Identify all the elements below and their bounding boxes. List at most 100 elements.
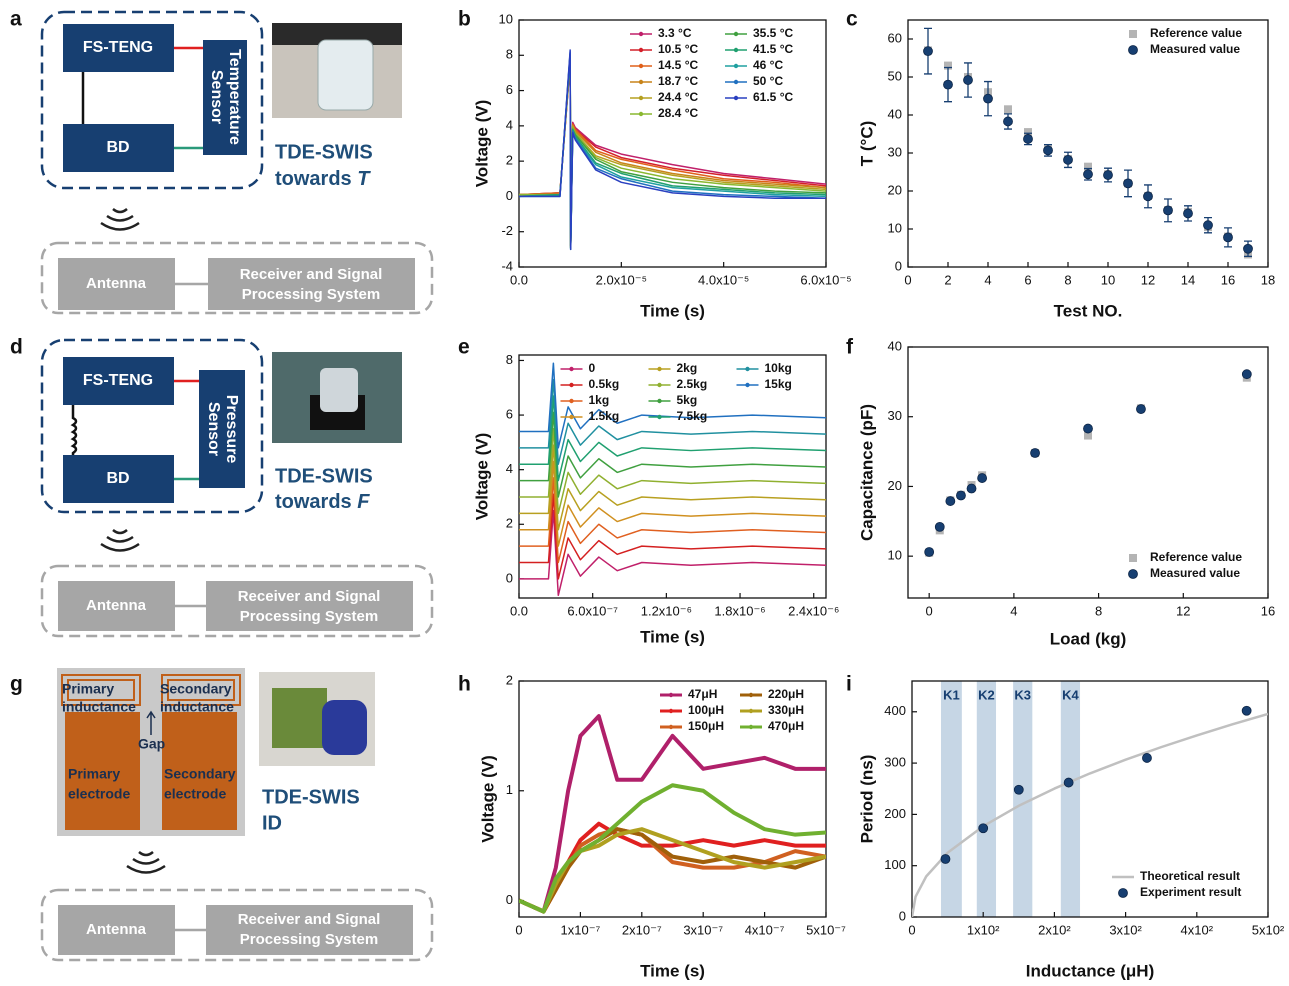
electrode: [65, 712, 140, 830]
band-label: K1: [943, 687, 960, 702]
block: [63, 24, 174, 72]
block-label: FS-TENG: [83, 39, 153, 56]
label: electrode: [68, 786, 130, 802]
legend-label: 24.4 °C: [658, 90, 698, 104]
block-label: FS-TENG: [83, 372, 153, 389]
arrow: [146, 710, 156, 735]
band: [976, 681, 997, 917]
y-tick-label: 50: [888, 68, 902, 83]
marker: [1203, 220, 1213, 231]
block-label: Antenna: [86, 275, 147, 292]
label: Primary: [68, 766, 120, 782]
marker: [978, 823, 989, 834]
y-tick-label: 4: [506, 461, 513, 476]
line: [519, 827, 826, 914]
legend-label: 2.5kg: [677, 377, 708, 391]
x-tick-label: 3x10⁻⁷: [683, 922, 723, 937]
marker: [1129, 554, 1137, 562]
diagram-d: FS-TENG BD Pressure Sensor TDE-SWIS towa…: [40, 338, 434, 638]
x-tick-label: 4: [1010, 603, 1017, 618]
block-label: BD: [106, 139, 129, 156]
x-axis-label: Load (kg): [1050, 629, 1127, 648]
legend-swatch: [668, 724, 674, 730]
plot-area: [519, 49, 826, 251]
block: [58, 905, 175, 955]
label: Secondary: [164, 766, 236, 782]
sensor-block: [199, 370, 245, 488]
legend-label: 14.5 °C: [658, 58, 698, 72]
x-tick-label: 12: [1141, 272, 1155, 287]
plot-frame: [907, 19, 1269, 268]
legend-swatch: [657, 398, 662, 404]
line: [519, 460, 826, 547]
legend-swatch: [733, 95, 739, 101]
marker: [1118, 888, 1128, 898]
label: inductance: [160, 699, 234, 715]
x-tick-label: 4: [984, 272, 991, 287]
marker: [1103, 170, 1113, 180]
line: [519, 49, 826, 251]
marker: [1129, 30, 1137, 38]
block: [63, 357, 174, 405]
caption: TDE-SWIS: [275, 141, 373, 163]
band: [1060, 681, 1081, 917]
marker: [1063, 777, 1074, 788]
x-tick-label: 1x10⁻⁷: [561, 922, 601, 937]
line: [519, 783, 826, 914]
plot-area: [519, 714, 826, 914]
block: [63, 455, 174, 503]
line: [519, 395, 826, 482]
marker: [1183, 208, 1193, 219]
sensor-block: [203, 40, 247, 155]
marker: [1223, 232, 1233, 243]
caption: towards T: [275, 168, 371, 190]
x-tick-label: 2.4x10⁻⁶: [788, 603, 839, 618]
legend-swatch: [748, 724, 754, 730]
plot-frame: [907, 346, 1269, 599]
wireless-icon: [126, 851, 166, 874]
plot-area: [519, 362, 826, 597]
x-tick-label: 4x10²: [1181, 922, 1214, 937]
x-tick-label: 16: [1261, 603, 1275, 618]
y-tick-label: 0: [506, 892, 513, 907]
marker: [1243, 243, 1253, 254]
x-tick-label: 2.0x10⁻⁵: [596, 272, 647, 287]
marker: [1123, 178, 1133, 189]
caption-variable: F: [357, 491, 370, 513]
y-tick-label: 0: [506, 570, 513, 585]
label: Secondary: [160, 681, 232, 697]
legend-label: 1kg: [589, 393, 610, 407]
y-tick-label: 40: [888, 106, 902, 121]
y-tick-label: 8: [506, 352, 513, 367]
y-tick-label: 0: [895, 258, 902, 273]
legend-swatch: [657, 366, 662, 372]
legend-label: 470μH: [768, 719, 804, 733]
legend-label: 150μH: [688, 719, 724, 733]
y-tick-label: 30: [888, 408, 902, 423]
legend-label: 1.5kg: [589, 409, 620, 423]
label: Gap: [138, 736, 165, 752]
legend-swatch: [638, 111, 644, 117]
marker: [956, 490, 966, 501]
line: [519, 59, 826, 247]
receiver-outline: [40, 564, 434, 638]
marker: [977, 473, 988, 483]
marker: [1163, 205, 1173, 216]
photo: [320, 368, 358, 412]
line: [519, 427, 826, 515]
x-tick-label: 0: [908, 922, 915, 937]
legend-swatch: [638, 31, 644, 37]
marker: [1003, 116, 1013, 127]
y-tick-label: 8: [506, 47, 513, 62]
block-label: Processing System: [240, 931, 378, 948]
coil: [167, 679, 235, 701]
legend-label: Reference value: [1150, 550, 1242, 564]
y-tick-label: 4: [506, 117, 513, 132]
device-outline: [40, 338, 264, 514]
block-label: Sensor: [208, 70, 225, 124]
chart: K1 K2 K3 K4 0 100 200 300 400 0 1x10² 2x10² 3x10² 4x1…: [857, 680, 1285, 980]
label: electrode: [164, 786, 226, 802]
chart: 10 20 30 40 0 4 8 12 16 Load (kg) Capacitance (pF)…: [857, 338, 1275, 648]
line: [519, 714, 826, 914]
legend-swatch: [569, 414, 574, 420]
